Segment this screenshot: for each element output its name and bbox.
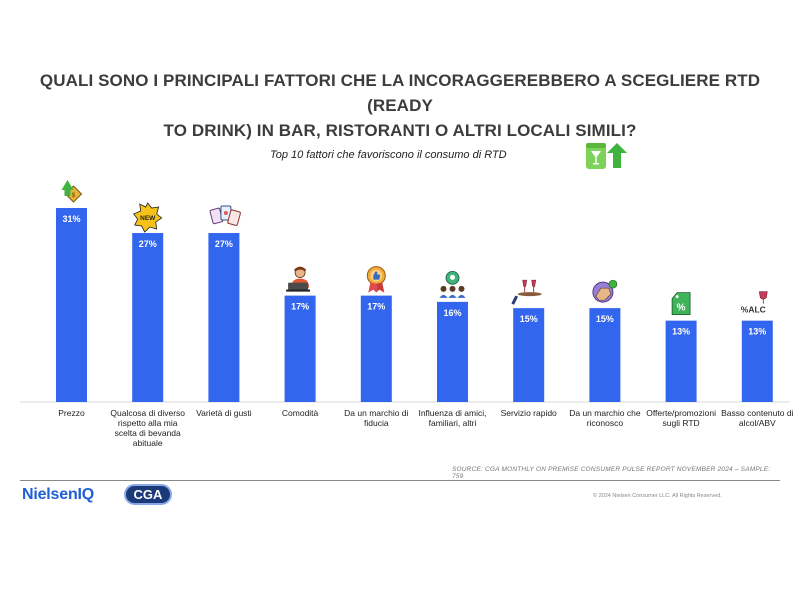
svg-text:NEW: NEW (140, 215, 156, 222)
flavors-cards-icon (209, 205, 241, 226)
bar-2 (132, 233, 164, 402)
bar-value-label: 13% (748, 327, 766, 337)
svg-text:%ALC: %ALC (741, 305, 766, 315)
bar-value-label: 15% (596, 314, 614, 324)
svg-text:$: $ (72, 193, 76, 199)
category-label: Comodità (281, 408, 319, 418)
bar-5 (360, 295, 392, 402)
title-line-1: QUALI SONO I PRINCIPALI FATTORI CHE LA I… (39, 71, 761, 115)
category-label: Influenza di amici, familiari, altri (418, 408, 487, 428)
category-label: Qualcosa di diverso rispetto alla mia sc… (110, 408, 186, 448)
bar-9 (665, 320, 697, 402)
category-label: Prezzo (58, 408, 85, 418)
bar-value-label: 27% (215, 239, 233, 249)
bar-value-label: 31% (62, 214, 80, 224)
bar-7 (513, 308, 545, 402)
bar-10 (741, 320, 773, 402)
rtd-can-up-icon (586, 143, 627, 169)
bar-3 (208, 233, 240, 402)
footer-divider (20, 480, 780, 481)
trusted-brand-ribbon-icon (366, 266, 386, 293)
waiter-tray-drinks-icon (511, 279, 542, 305)
bar-value-label: 27% (139, 239, 157, 249)
person-laptop-icon (286, 266, 311, 292)
source-note: SOURCE: CGA MONTHLY ON PREMISE CONSUMER … (452, 466, 771, 480)
category-label: Da un marchio che riconosco (569, 408, 641, 428)
people-group-icon (439, 270, 466, 298)
category-label: Da un marchio di fiducia (344, 408, 409, 428)
bar-value-label: 17% (367, 302, 385, 312)
copyright-note: © 2024 Nielsen Consumer LLC. All Rights … (593, 493, 722, 499)
chart-subtitle: Top 10 fattori che favoriscono il consum… (270, 149, 507, 161)
page-title: QUALI SONO I PRINCIPALI FATTORI CHE LA I… (30, 68, 770, 143)
bar-value-label: 15% (520, 314, 538, 324)
bar-1 (56, 208, 87, 402)
category-label: Basso contenuto di alcol/ABV (721, 408, 794, 428)
category-label: Offerte/promozioni sugli RTD (646, 408, 716, 428)
title-line-2: TO DRINK) IN BAR, RISTORANTI O ALTRI LOC… (163, 121, 637, 140)
bar-8 (589, 308, 621, 402)
low-abv-icon: %ALC (741, 291, 768, 315)
bar-value-label: 13% (672, 327, 690, 337)
svg-text:%: % (677, 303, 686, 314)
bar-4 (284, 295, 316, 402)
discount-tag-icon: % (671, 292, 691, 316)
price-tag-up-icon: $ (61, 180, 83, 203)
new-badge-icon: NEW (133, 202, 163, 233)
category-label: Varietà di gusti (196, 408, 252, 418)
bar-value-label: 17% (291, 302, 309, 312)
bar-value-label: 16% (443, 308, 461, 318)
category-label: Servizio rapido (500, 408, 557, 418)
brand-recognition-hand-icon (592, 279, 618, 303)
nielseniq-logo: NielsenIQ (22, 486, 95, 503)
bar-6 (437, 301, 468, 402)
cga-logo: CGA (124, 484, 172, 505)
